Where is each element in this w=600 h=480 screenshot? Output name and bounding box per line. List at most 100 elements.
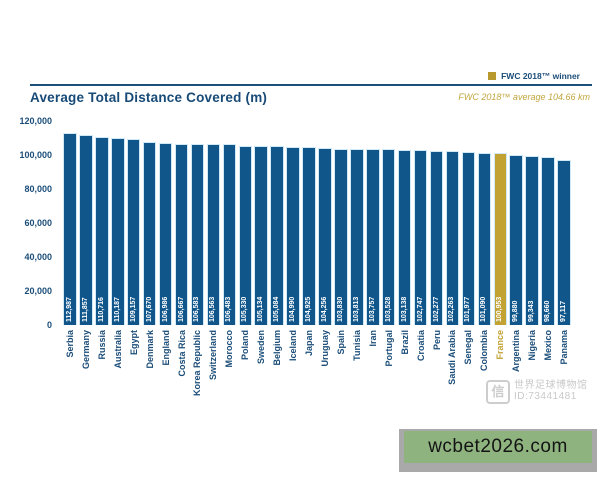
- bar: [461, 151, 476, 325]
- bar-value-label: 103,830: [336, 296, 344, 322]
- watermark-id: ID:73441481: [514, 391, 577, 402]
- x-axis-label: Germany: [80, 330, 91, 370]
- bar: [413, 150, 428, 325]
- x-axis-label: Australia: [112, 330, 123, 369]
- x-axis-label: Sweden: [256, 330, 267, 365]
- bar-chart: 0 20,000 40,000 60,000 80,000 100,000 120,000 …: [0, 113, 600, 429]
- bar-value-label: 106,583: [193, 296, 201, 322]
- bar: [206, 143, 221, 325]
- bar: [318, 147, 332, 325]
- x-axis-label: Croatia: [415, 330, 426, 362]
- bar-value-label: 103,757: [368, 296, 376, 322]
- header-divider: [30, 84, 592, 86]
- y-tick-label: 60,000: [24, 218, 52, 228]
- average-note: FWC 2018™ average 104.66 km: [458, 92, 590, 102]
- bar-value-label: 103,138: [400, 296, 408, 322]
- legend-winner-label: FWC 2018™ winner: [501, 71, 580, 81]
- x-axis-label: England: [160, 330, 171, 366]
- bar: [95, 136, 109, 325]
- bar: [158, 143, 173, 325]
- x-axis-label: Russia: [96, 330, 107, 360]
- bar-value-label: 102,747: [416, 296, 424, 322]
- x-axis-label: Japan: [304, 330, 315, 357]
- x-axis-label: Senegal: [463, 330, 474, 365]
- bar: [477, 153, 492, 325]
- bar-value-label: 111,857: [81, 297, 89, 322]
- x-axis-label: Colombia: [479, 330, 490, 372]
- bar: [445, 151, 460, 325]
- bar-value-label: 99,880: [512, 300, 520, 322]
- x-axis-label: Peru: [431, 330, 442, 351]
- bar: [509, 155, 523, 325]
- bar-value-label: 110,716: [97, 297, 105, 322]
- x-axis-label: Iran: [367, 330, 378, 347]
- x-axis-label: Spain: [335, 330, 346, 355]
- bar-value-label: 105,084: [273, 296, 281, 322]
- bar: [350, 148, 364, 325]
- bar: [525, 156, 539, 325]
- x-axis-label: Morocco: [224, 330, 235, 368]
- bar-value-label: 101,090: [480, 296, 488, 322]
- y-tick-label: 40,000: [24, 252, 52, 262]
- x-axis-label: Costa Rica: [176, 330, 187, 377]
- bar-value-label: 102,277: [432, 296, 440, 322]
- bar-value-label: 104,925: [305, 296, 313, 322]
- bar-value-label: 109,157: [129, 296, 137, 322]
- bar-value-label: 98,660: [544, 300, 552, 322]
- bar: [286, 146, 300, 325]
- bar: [254, 146, 268, 325]
- bar-value-label: 103,813: [352, 296, 360, 322]
- x-axis-label: Nigeria: [527, 330, 538, 361]
- bar-winner: [493, 153, 508, 325]
- bar-value-label: 112,987: [65, 297, 73, 322]
- bar-value-label: 97,117: [560, 300, 568, 322]
- bar-value-label: 104,990: [289, 296, 297, 322]
- y-axis: 0 20,000 40,000 60,000 80,000 100,000 120,000: [0, 113, 55, 335]
- bar-value-label: 99,343: [528, 300, 536, 322]
- bar-value-label: 101,977: [464, 296, 472, 322]
- legend-winner-swatch: [488, 72, 497, 80]
- bar-value-label: 104,256: [320, 296, 328, 322]
- plot-area: 112,987 111,857 110,716 110,187 109,157 107,6…: [62, 121, 572, 325]
- x-axis-label: Poland: [240, 330, 251, 361]
- y-tick-label: 120,000: [19, 116, 52, 126]
- x-axis-label: Egypt: [128, 330, 139, 356]
- bar: [302, 146, 316, 325]
- bar: [142, 141, 157, 325]
- ad-banner[interactable]: wcbet2026.com: [399, 429, 597, 472]
- bar: [381, 149, 396, 325]
- bar: [270, 146, 284, 325]
- bar: [366, 148, 380, 325]
- bar-value-label: 105,134: [257, 296, 265, 322]
- bar: [397, 149, 412, 325]
- x-axis-label: Korea Republic: [192, 330, 203, 397]
- bar-value-label: 110,187: [113, 297, 121, 322]
- y-tick-label: 100,000: [19, 150, 52, 160]
- y-tick-label: 80,000: [24, 184, 52, 194]
- x-axis-label: Uruguay: [319, 330, 330, 367]
- x-axis-label: Mexico: [543, 330, 554, 361]
- bar: [222, 143, 237, 325]
- y-tick-label: 20,000: [24, 286, 52, 296]
- bar-value-label: 103,528: [384, 296, 392, 322]
- x-axis-label: Switzerland: [208, 330, 219, 381]
- bar: [429, 151, 444, 325]
- y-tick-label: 0: [46, 320, 52, 330]
- bar: [557, 159, 571, 325]
- bar-value-label: 100,953: [496, 296, 504, 322]
- bar: [541, 157, 555, 325]
- bar: [79, 134, 93, 325]
- bar-value-label: 106,986: [161, 296, 169, 322]
- x-axis-label: France: [495, 330, 506, 360]
- chart-title: Average Total Distance Covered (m): [30, 90, 268, 105]
- bar-value-label: 107,670: [145, 296, 153, 322]
- bar: [126, 139, 141, 325]
- x-axis-label: Tunisia: [351, 330, 362, 361]
- x-axis-label: Serbia: [64, 330, 75, 358]
- x-axis-label: Saudi Arabia: [447, 330, 458, 385]
- bar: [190, 143, 205, 325]
- x-axis-label: Iceland: [288, 330, 299, 362]
- x-axis-label: Panama: [559, 330, 570, 365]
- ad-link[interactable]: wcbet2026.com: [404, 431, 592, 463]
